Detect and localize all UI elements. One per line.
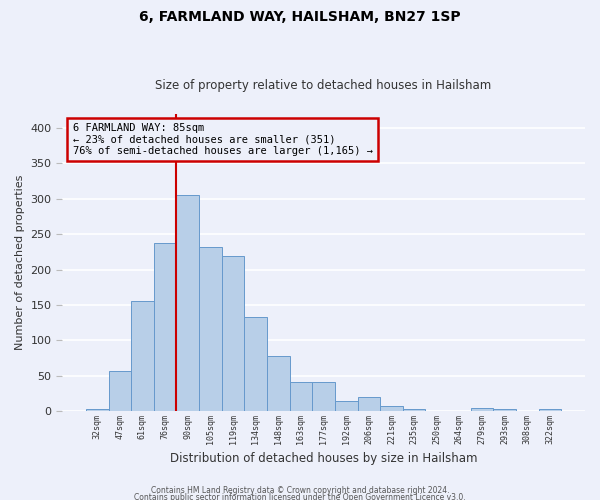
Bar <box>221 256 244 411</box>
Bar <box>403 410 425 411</box>
Bar <box>358 397 380 411</box>
Bar <box>154 242 176 411</box>
Bar <box>86 409 109 411</box>
Bar <box>539 409 561 411</box>
X-axis label: Distribution of detached houses by size in Hailsham: Distribution of detached houses by size … <box>170 452 477 465</box>
Bar <box>109 370 131 411</box>
Bar <box>470 408 493 411</box>
Bar <box>335 401 358 411</box>
Bar <box>244 317 267 411</box>
Title: Size of property relative to detached houses in Hailsham: Size of property relative to detached ho… <box>155 79 491 92</box>
Text: Contains public sector information licensed under the Open Government Licence v3: Contains public sector information licen… <box>134 494 466 500</box>
Text: 6 FARMLAND WAY: 85sqm
← 23% of detached houses are smaller (351)
76% of semi-det: 6 FARMLAND WAY: 85sqm ← 23% of detached … <box>73 123 373 156</box>
Y-axis label: Number of detached properties: Number of detached properties <box>15 175 25 350</box>
Bar <box>312 382 335 411</box>
Bar <box>380 406 403 411</box>
Bar <box>199 247 221 411</box>
Text: 6, FARMLAND WAY, HAILSHAM, BN27 1SP: 6, FARMLAND WAY, HAILSHAM, BN27 1SP <box>139 10 461 24</box>
Text: Contains HM Land Registry data © Crown copyright and database right 2024.: Contains HM Land Registry data © Crown c… <box>151 486 449 495</box>
Bar <box>131 302 154 411</box>
Bar <box>267 356 290 411</box>
Bar <box>290 382 312 411</box>
Bar <box>493 410 516 411</box>
Bar <box>176 196 199 411</box>
